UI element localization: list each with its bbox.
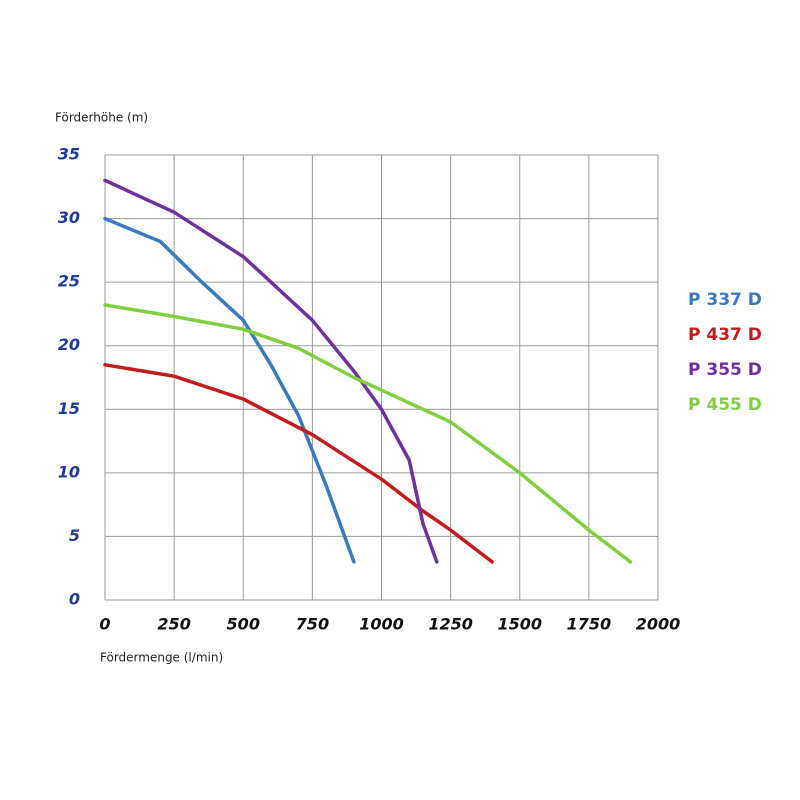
y-tick-label: 10	[58, 462, 80, 481]
x-tick-label: 500	[227, 615, 260, 634]
y-tick-label: 25	[58, 272, 80, 291]
x-tick-label: 750	[296, 615, 329, 634]
x-tick-label: 0	[99, 615, 110, 634]
x-tick-label: 1250	[428, 615, 473, 634]
x-tick-label: 2000	[636, 615, 681, 634]
x-tick-label: 1750	[567, 615, 612, 634]
y-axis-title: Förderhöhe (m)	[55, 111, 148, 125]
y-tick-label: 35	[58, 145, 80, 164]
series-line	[103, 303, 633, 564]
x-axis-title: Fördermenge (l/min)	[100, 651, 223, 665]
y-tick-label: 30	[58, 208, 80, 227]
x-tick-label: 250	[157, 615, 190, 634]
x-tick-label: 1000	[359, 615, 404, 634]
y-tick-label: 15	[58, 399, 80, 418]
y-tick-label: 20	[58, 335, 80, 354]
series-line	[103, 363, 494, 564]
y-tick-label: 0	[69, 590, 80, 609]
legend-entry: P 337 D	[688, 290, 762, 310]
legend-entry: P 355 D	[688, 360, 762, 380]
legend-entry: P 455 D	[688, 395, 762, 415]
legend-entry: P 437 D	[688, 325, 762, 345]
series-line	[103, 216, 356, 564]
series-line	[103, 178, 439, 564]
y-tick-label: 5	[69, 526, 80, 545]
x-tick-label: 1500	[497, 615, 542, 634]
